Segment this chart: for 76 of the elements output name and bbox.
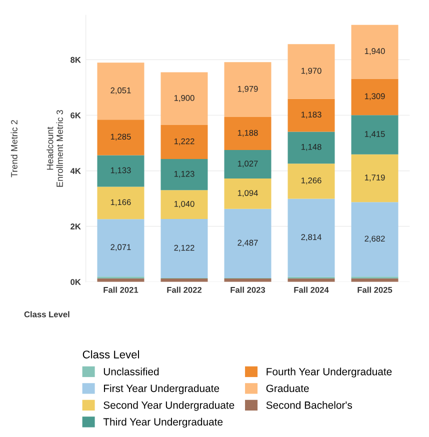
- data-label: 1,415: [364, 131, 385, 138]
- x-tick-label: Fall 2025: [358, 286, 392, 293]
- bar: [97, 155, 144, 187]
- bar: [288, 198, 335, 277]
- y-tick-label: 2K: [70, 224, 81, 230]
- bar: [97, 278, 144, 282]
- data-label: 1,027: [238, 160, 258, 168]
- y-tick-label: 4K: [70, 168, 81, 174]
- data-label: 1,970: [301, 68, 322, 75]
- data-label: 1,148: [301, 144, 322, 151]
- bar: [97, 120, 144, 156]
- data-label: 1,094: [238, 190, 258, 197]
- bar: [160, 125, 208, 159]
- data-label: 1,183: [301, 112, 322, 118]
- bar: [224, 62, 272, 118]
- text: Trend Metric 2: [10, 120, 18, 178]
- bar: [160, 158, 208, 190]
- x-tick-label: Fall 2024: [294, 286, 329, 293]
- bar: [97, 219, 144, 277]
- bar: [351, 115, 398, 154]
- x-axis-title: Class Level: [24, 311, 70, 318]
- bar: [351, 24, 398, 79]
- legend-label: Graduate: [266, 384, 309, 392]
- data-label: 1,309: [364, 93, 385, 100]
- bar: [351, 78, 398, 116]
- bar: [160, 219, 208, 278]
- data-label: 1,719: [364, 174, 385, 182]
- bar: [288, 98, 335, 132]
- data-label: 1,188: [238, 130, 258, 137]
- bar: [351, 202, 398, 277]
- data-label: 2,487: [238, 240, 258, 247]
- data-label: 2,051: [110, 87, 131, 94]
- bar: [288, 132, 335, 164]
- data-label: 1,285: [110, 134, 131, 141]
- bar: [224, 178, 272, 209]
- bar: [224, 278, 272, 282]
- bar: [224, 150, 272, 179]
- data-label: 1,266: [301, 177, 322, 184]
- data-label: 1,979: [238, 86, 258, 93]
- bar: [160, 72, 208, 126]
- bar: [224, 117, 272, 150]
- data-label: 2,682: [364, 236, 385, 243]
- data-label: 1,133: [110, 167, 131, 174]
- data-label: 1,123: [174, 170, 194, 178]
- data-label: 2,814: [301, 234, 322, 242]
- y-axis-title: Headcount Enrollment Metric 3: [46, 110, 63, 187]
- data-label: 1,040: [174, 200, 194, 208]
- bar: [97, 186, 144, 220]
- data-label: 1,222: [174, 138, 194, 146]
- legend-label: Fourth Year Undergraduate: [266, 368, 392, 378]
- legend-label: Unclassified: [104, 368, 159, 376]
- bar: [288, 164, 335, 199]
- legend-label: First Year Undergraduate: [104, 384, 220, 394]
- bar: [224, 208, 272, 278]
- data-label: 2,071: [110, 244, 131, 252]
- bar: [160, 190, 208, 220]
- legend-label: Second Year Undergraduate: [104, 401, 234, 411]
- legend-label: Third Year Undergraduate: [103, 418, 223, 428]
- y-tick-label: 6K: [70, 112, 81, 118]
- data-label: 1,940: [364, 48, 385, 56]
- y-tick-label: 8K: [70, 56, 81, 63]
- bar: [97, 62, 144, 120]
- legend-label: Second Bachelor's: [266, 401, 352, 409]
- bar: [351, 154, 398, 202]
- data-label: 1,166: [110, 199, 131, 206]
- data-label: 2,122: [174, 244, 194, 252]
- y-tick-label: 0K: [70, 279, 81, 285]
- legend-title: Class Level: [82, 350, 139, 358]
- bar: [160, 278, 208, 282]
- x-tick-label: Fall 2023: [230, 286, 266, 293]
- x-tick-label: Fall 2021: [104, 286, 138, 293]
- bar: [288, 278, 335, 282]
- bar: [288, 44, 335, 99]
- data-label: 1,900: [174, 95, 194, 102]
- x-tick-label: Fall 2022: [167, 286, 202, 293]
- bar: [351, 278, 398, 282]
